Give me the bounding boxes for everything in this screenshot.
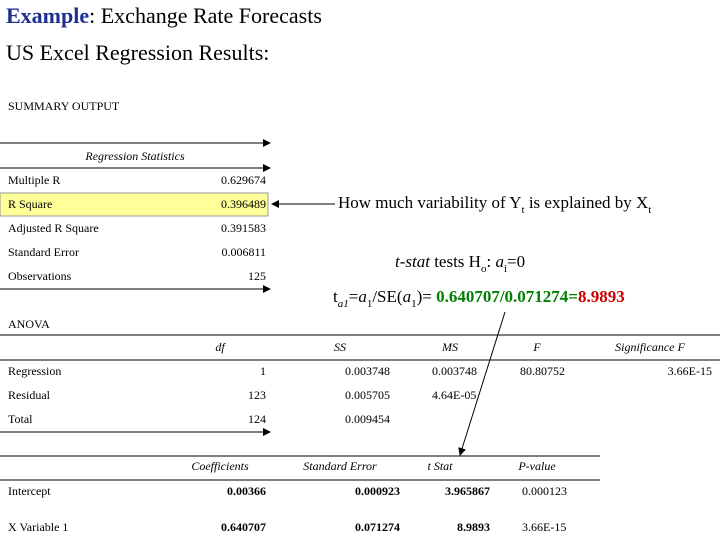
highlight bbox=[0, 192, 269, 217]
column-header: Standard Error bbox=[303, 459, 377, 473]
text: = bbox=[349, 287, 359, 306]
subscript: 1 bbox=[411, 298, 417, 310]
cell: 123 bbox=[248, 388, 266, 402]
row-label: Observations bbox=[8, 269, 72, 283]
column-header: P-value bbox=[517, 459, 556, 473]
subscript: a1 bbox=[338, 298, 349, 310]
subscript: t bbox=[648, 204, 651, 216]
column-header: df bbox=[215, 340, 226, 354]
value: 8.9893 bbox=[578, 287, 625, 306]
cell: 0.003748 bbox=[345, 364, 390, 378]
column-header: t Stat bbox=[427, 459, 453, 473]
formula: ta1=a1/SE(a1)= 0.640707/0.071274=8.9893 bbox=[333, 287, 625, 310]
cell: 0.396489 bbox=[221, 197, 266, 211]
tables: Multiple R 0.629674 R Square 0.396489 Adjust… bbox=[8, 173, 712, 534]
row-label: Regression bbox=[8, 364, 61, 378]
row-label: Adjusted R Square bbox=[8, 221, 99, 235]
text: t-stat bbox=[395, 252, 431, 271]
arrow bbox=[458, 311, 506, 456]
cell: 80.80752 bbox=[520, 364, 565, 378]
text: /SE( bbox=[372, 287, 403, 306]
row-label: Residual bbox=[8, 388, 51, 402]
text: )= bbox=[417, 287, 437, 306]
column-header: SS bbox=[334, 340, 346, 354]
cell: 0.00366 bbox=[227, 484, 266, 498]
subscript: o bbox=[481, 263, 487, 275]
cell: 0.640707 bbox=[221, 520, 266, 534]
cell: 0.009454 bbox=[345, 412, 390, 426]
column-header: Significance F bbox=[615, 340, 685, 354]
value: 0.640707/0.071274= bbox=[436, 287, 578, 306]
cell: 0.629674 bbox=[221, 173, 266, 187]
row-label: X Variable 1 bbox=[8, 520, 68, 534]
cell: 0.391583 bbox=[221, 221, 266, 235]
text: =0 bbox=[507, 252, 525, 271]
annotation: How much variability of Yt is explained … bbox=[338, 193, 651, 216]
cell: 3.965867 bbox=[445, 484, 490, 498]
cell: 1 bbox=[260, 364, 266, 378]
text: : bbox=[486, 252, 495, 271]
column-header: Coefficients bbox=[191, 459, 249, 473]
section-title: Regression Statistics bbox=[84, 149, 185, 163]
subscript: 1 bbox=[367, 298, 373, 310]
subtitle: US Excel Regression Results: bbox=[6, 40, 269, 65]
cell: 0.000123 bbox=[522, 484, 567, 498]
text: t bbox=[333, 287, 338, 306]
column-header: F bbox=[532, 340, 541, 354]
subscript: t bbox=[522, 204, 525, 216]
cell: 0.006811 bbox=[221, 245, 266, 259]
text: tests H bbox=[430, 252, 481, 271]
cell: 4.64E-05 bbox=[432, 388, 476, 402]
cell: 0.003748 bbox=[432, 364, 477, 378]
text: a bbox=[403, 287, 412, 306]
column-header: MS bbox=[441, 340, 458, 354]
row-label: R Square bbox=[8, 197, 52, 211]
cell: 124 bbox=[248, 412, 266, 426]
row-label: Multiple R bbox=[8, 173, 60, 187]
annotation: t-stat tests Ho: ai=0 bbox=[395, 252, 525, 275]
row-label: Intercept bbox=[8, 484, 51, 498]
title: Example: Exchange Rate Forecasts bbox=[6, 3, 322, 28]
text: is explained by X bbox=[525, 193, 649, 212]
text: How much variability of Y bbox=[338, 193, 522, 212]
cell: 0.005705 bbox=[345, 388, 390, 402]
title-lead: Example bbox=[6, 3, 89, 28]
summary-label: SUMMARY OUTPUT bbox=[8, 99, 120, 113]
cell: 0.071274 bbox=[355, 520, 400, 534]
subscript: i bbox=[504, 263, 507, 275]
text: a bbox=[495, 252, 504, 271]
cell: 3.66E-15 bbox=[668, 364, 712, 378]
text: a bbox=[358, 287, 367, 306]
cell: 125 bbox=[248, 269, 266, 283]
row-label: Standard Error bbox=[8, 245, 79, 259]
title-rest: : Exchange Rate Forecasts bbox=[89, 3, 322, 28]
row-label: Total bbox=[8, 412, 33, 426]
cell: 0.000923 bbox=[355, 484, 400, 498]
cell: 8.9893 bbox=[457, 520, 490, 534]
section-title: ANOVA bbox=[8, 317, 50, 331]
cell: 3.66E-15 bbox=[522, 520, 566, 534]
